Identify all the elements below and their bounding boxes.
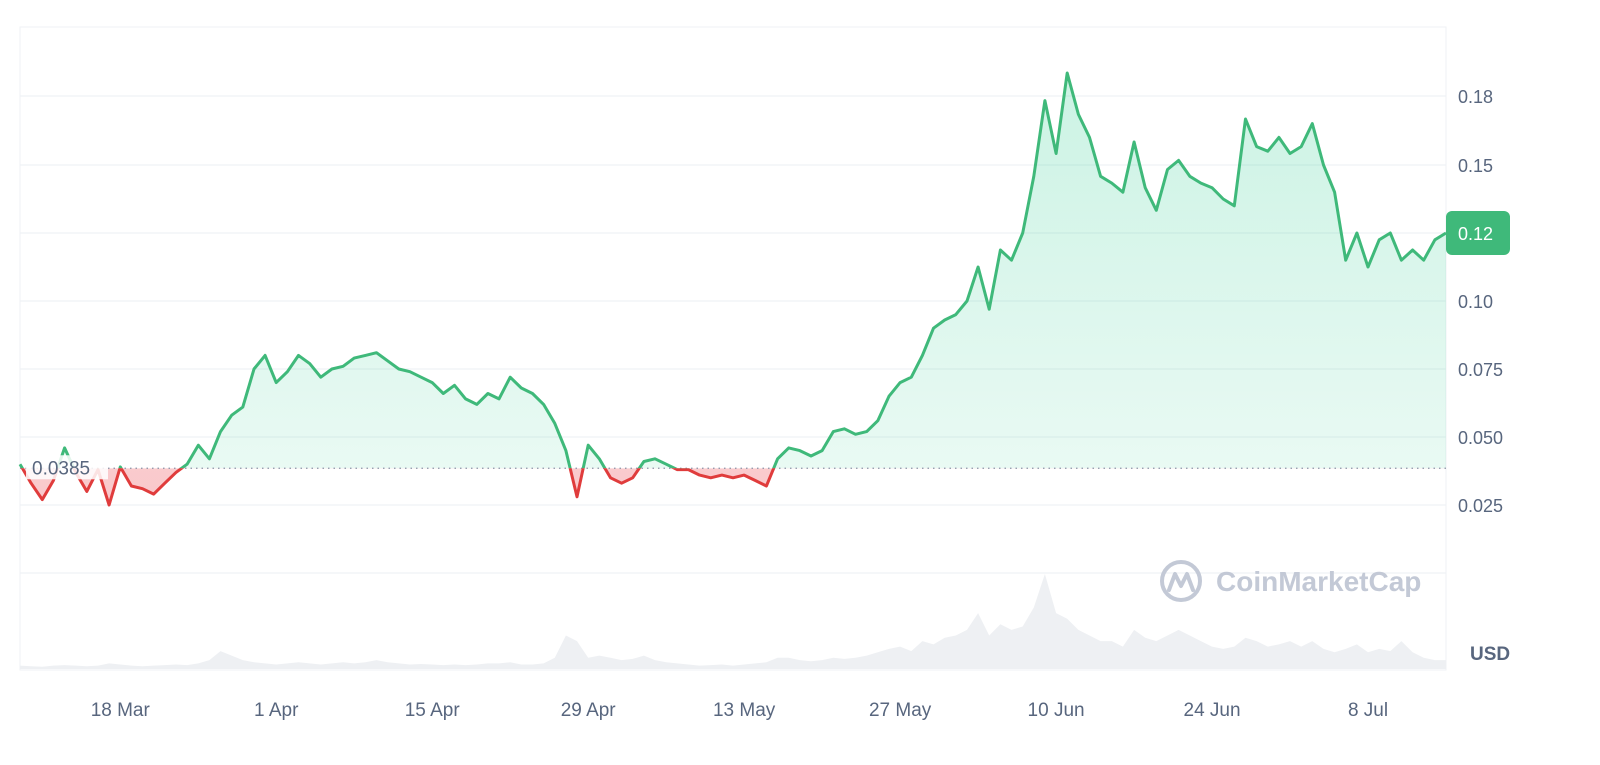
y-tick-label: 0.15 xyxy=(1458,156,1493,176)
baseline-label-bg xyxy=(26,455,108,480)
x-tick-label: 27 May xyxy=(869,700,932,721)
baseline-label: 0.0385 xyxy=(32,458,90,479)
price-line-below xyxy=(20,468,776,507)
y-axis: 0.18 0.15 0.10 0.075 0.050 0.025 xyxy=(1458,87,1503,516)
y-tick-label: 0.10 xyxy=(1458,292,1493,312)
x-tick-label: 8 Jul xyxy=(1348,700,1388,721)
area-below-baseline xyxy=(20,468,1446,505)
y-tick-label: 0.075 xyxy=(1458,360,1503,380)
y-tick-label: 0.050 xyxy=(1458,428,1503,448)
y-tick-label: 0.18 xyxy=(1458,87,1493,107)
x-tick-label: 18 Mar xyxy=(91,700,151,721)
x-tick-label: 15 Apr xyxy=(405,700,461,721)
watermark-text: CoinMarketCap xyxy=(1216,566,1421,597)
x-axis: 18 Mar 1 Apr 15 Apr 29 Apr 13 May 27 May 10 Ju… xyxy=(91,700,1388,721)
current-price-badge xyxy=(1446,211,1510,255)
watermark: CoinMarketCap xyxy=(1160,560,1421,602)
coinmarketcap-logo-icon xyxy=(1160,560,1202,602)
volume-series xyxy=(20,574,1446,669)
volume-area xyxy=(20,574,1446,669)
x-tick-label: 10 Jun xyxy=(1028,700,1085,721)
currency-unit: USD xyxy=(1470,644,1510,665)
area-above-baseline xyxy=(20,73,1446,469)
x-tick-label: 1 Apr xyxy=(254,700,299,721)
price-line-above xyxy=(18,71,1447,469)
x-tick-label: 29 Apr xyxy=(561,700,617,721)
current-price-label: 0.12 xyxy=(1458,224,1493,244)
y-tick-label: 0.025 xyxy=(1458,496,1503,516)
x-tick-label: 13 May xyxy=(713,700,776,721)
x-tick-label: 24 Jun xyxy=(1184,700,1241,721)
